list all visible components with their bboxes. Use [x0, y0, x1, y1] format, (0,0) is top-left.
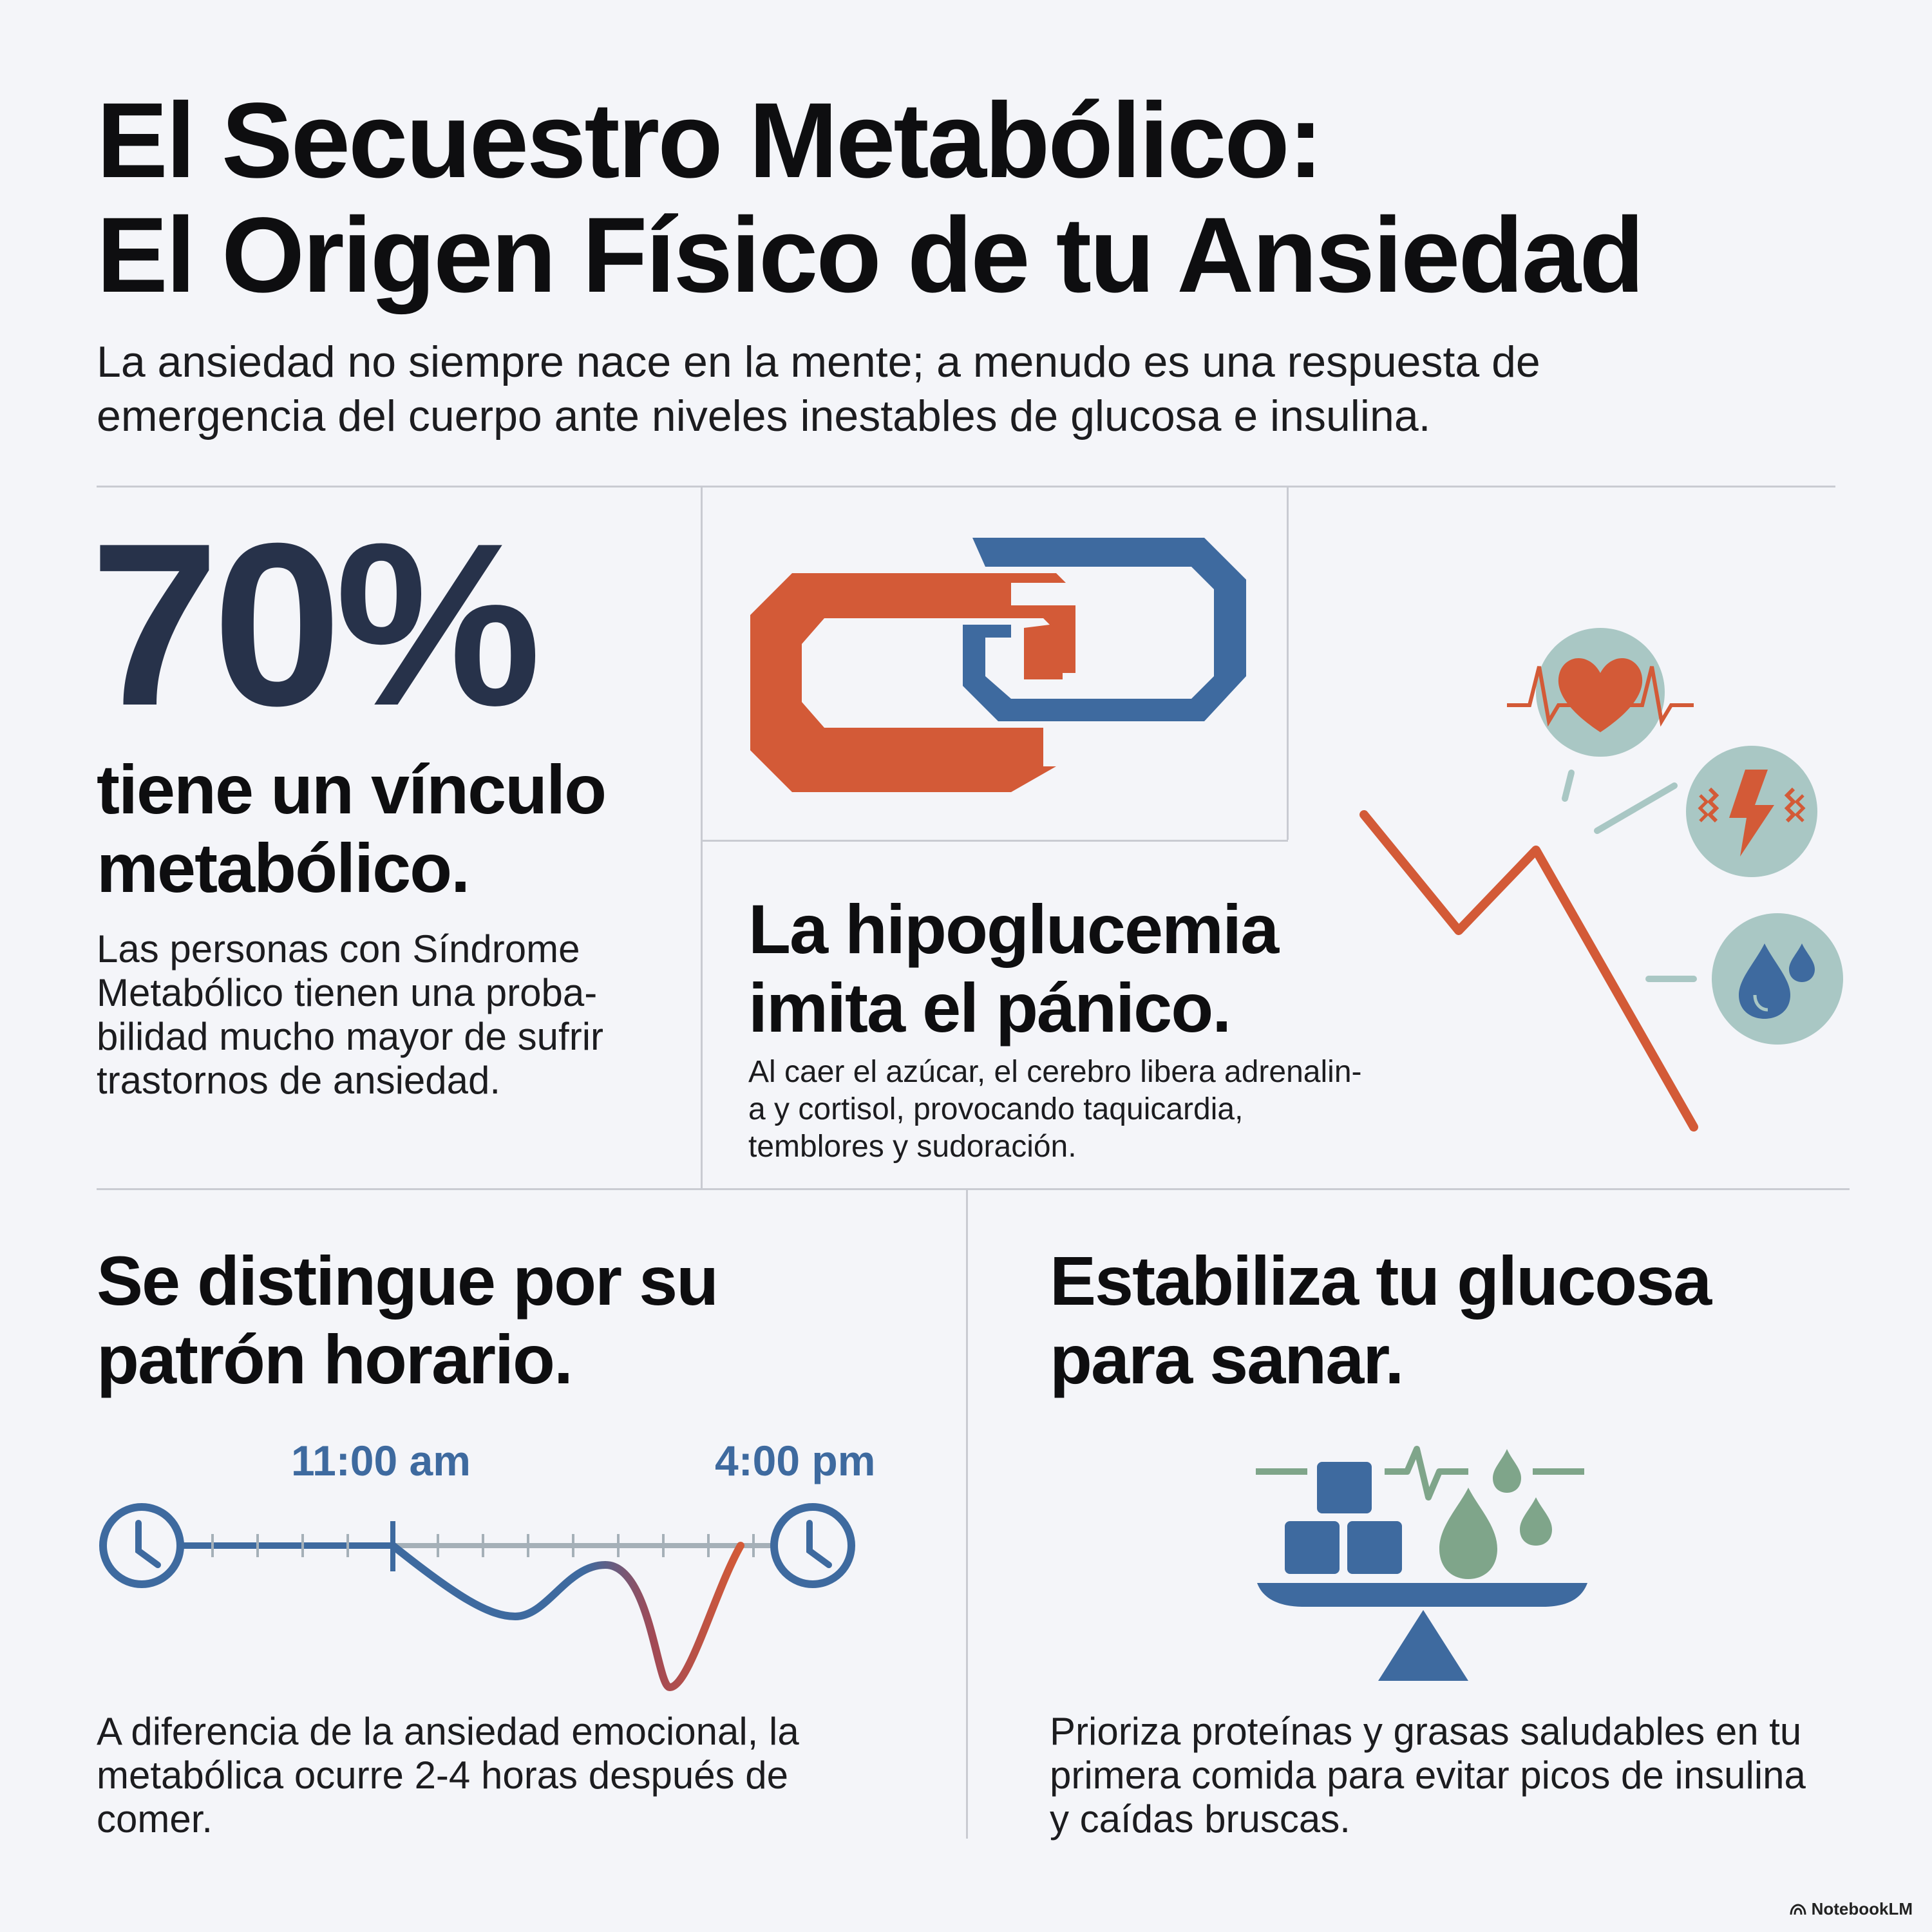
balance-tray: [1257, 1583, 1587, 1607]
stat-body: Las personas con Síndrome Metabólico tie…: [97, 927, 689, 1103]
title-line-2: El Origen Físico de tu Ansiedad: [97, 196, 1645, 315]
protein-block-top: [1317, 1462, 1372, 1513]
hypoglycemia-headline-line-2: imita el pánico.: [748, 969, 1231, 1046]
stabilize-headline-line-2: para sanar.: [1050, 1320, 1404, 1398]
chain-link-blue: [963, 538, 1246, 721]
divider-vertical-chain: [1287, 486, 1289, 840]
page-title: El Secuestro Metabólico: El Origen Físic…: [97, 84, 1835, 313]
stat-value: 70%: [90, 495, 542, 754]
notebooklm-logo-icon: [1790, 1903, 1806, 1915]
pattern-body-line-3: comer.: [97, 1797, 213, 1841]
divider-top: [97, 486, 1835, 488]
hypoglycemia-body-line-2: a y cortisol, provocando taquicardia,: [748, 1092, 1244, 1126]
pattern-body: A diferencia de la ansiedad emocional, l…: [97, 1710, 947, 1841]
hypoglycemia-headline: La hipoglucemia imita el pánico.: [748, 890, 1457, 1047]
subtitle-line-2: emergencia del cuerpo ante niveles inest…: [97, 392, 1431, 440]
stat-body-line-4: trastornos de ansiedad.: [97, 1059, 501, 1102]
fat-drop-large: [1439, 1488, 1497, 1579]
stat-headline-line-2: metabólico.: [97, 829, 470, 907]
divider-chain-bottom: [701, 840, 1288, 842]
time-end-label: 4:00 pm: [715, 1437, 876, 1484]
chain-link-blue-hole: [1011, 583, 1201, 683]
pattern-headline-line-1: Se distingue por su: [97, 1242, 719, 1320]
stabilize-body-line-1: Prioriza proteínas y grasas saludables e…: [1050, 1710, 1802, 1753]
hypoglycemia-body: Al caer el azúcar, el cerebro libera adr…: [748, 1054, 1457, 1166]
divider-middle: [97, 1188, 1850, 1190]
protein-block-left: [1285, 1521, 1340, 1574]
fat-drop-small-right: [1520, 1497, 1552, 1546]
stabilize-body: Prioriza proteínas y grasas saludables e…: [1050, 1710, 1906, 1841]
glucose-drop-illustration: [1359, 628, 1843, 1132]
stabilize-body-line-3: y caídas bruscas.: [1050, 1797, 1350, 1841]
fat-drop-small-top: [1493, 1449, 1521, 1493]
pattern-body-line-2: metabólica ocurre 2-4 horas después de: [97, 1754, 788, 1797]
stat-body-line-2: Metabólico tienen una proba-: [97, 971, 598, 1014]
chain-link-orange: [750, 573, 1075, 792]
hypoglycemia-body-line-1: Al caer el azúcar, el cerebro libera adr…: [748, 1055, 1362, 1089]
balance-fulcrum: [1378, 1610, 1468, 1681]
heart-pulse-icon: [1507, 628, 1694, 757]
subtitle-line-1: La ansiedad no siempre nace en la mente;…: [97, 337, 1540, 386]
stat-headline: tiene un vínculo metabólico.: [97, 750, 676, 907]
water-drops-icon: [1712, 913, 1843, 1045]
notebooklm-brand: NotebookLM: [1790, 1899, 1913, 1919]
connector-shock: [1594, 782, 1678, 834]
chain-link-orange-front: [1024, 631, 1063, 679]
chain-link-icon: [750, 538, 1246, 792]
stat-headline-line-1: tiene un vínculo: [97, 750, 607, 828]
hypoglycemia-body-line-3: temblores y sudoración.: [748, 1130, 1077, 1164]
hypoglycemia-headline-line-1: La hipoglucemia: [748, 890, 1279, 968]
title-line-1: El Secuestro Metabólico:: [97, 81, 1323, 200]
page-subtitle: La ansiedad no siempre nace en la mente;…: [97, 335, 1835, 443]
pattern-headline-line-2: patrón horario.: [97, 1320, 573, 1398]
protein-block-right: [1347, 1521, 1402, 1574]
stabilize-headline-line-1: Estabiliza tu glucosa: [1050, 1242, 1712, 1320]
balance-pulse: [1385, 1446, 1468, 1501]
timeline-illustration: [99, 1503, 855, 1692]
clock-icon: [99, 1503, 184, 1588]
glucose-drop-line: [1359, 810, 1698, 1132]
brand-label: NotebookLM: [1811, 1899, 1913, 1918]
lightning-shake-icon: [1686, 746, 1817, 877]
glucose-wave: [389, 1542, 744, 1692]
stabilize-headline: Estabiliza tu glucosa para sanar.: [1050, 1242, 1887, 1399]
connector-heart: [1562, 770, 1575, 802]
timeline-ticks: [211, 1534, 755, 1557]
divider-vertical-left: [701, 486, 703, 1189]
clock-icon: [770, 1503, 855, 1588]
pattern-body-line-1: A diferencia de la ansiedad emocional, l…: [97, 1710, 799, 1753]
divider-vertical-bottom: [966, 1188, 968, 1839]
stabilize-body-line-2: primera comida para evitar picos de insu…: [1050, 1754, 1806, 1797]
time-start-label: 11:00 am: [291, 1437, 471, 1484]
stat-body-line-1: Las personas con Síndrome: [97, 927, 580, 971]
stat-body-line-3: bilidad mucho mayor de sufrir: [97, 1015, 604, 1058]
balance-scale-icon: [1256, 1446, 1587, 1681]
pattern-headline: Se distingue por su patrón horario.: [97, 1242, 934, 1399]
